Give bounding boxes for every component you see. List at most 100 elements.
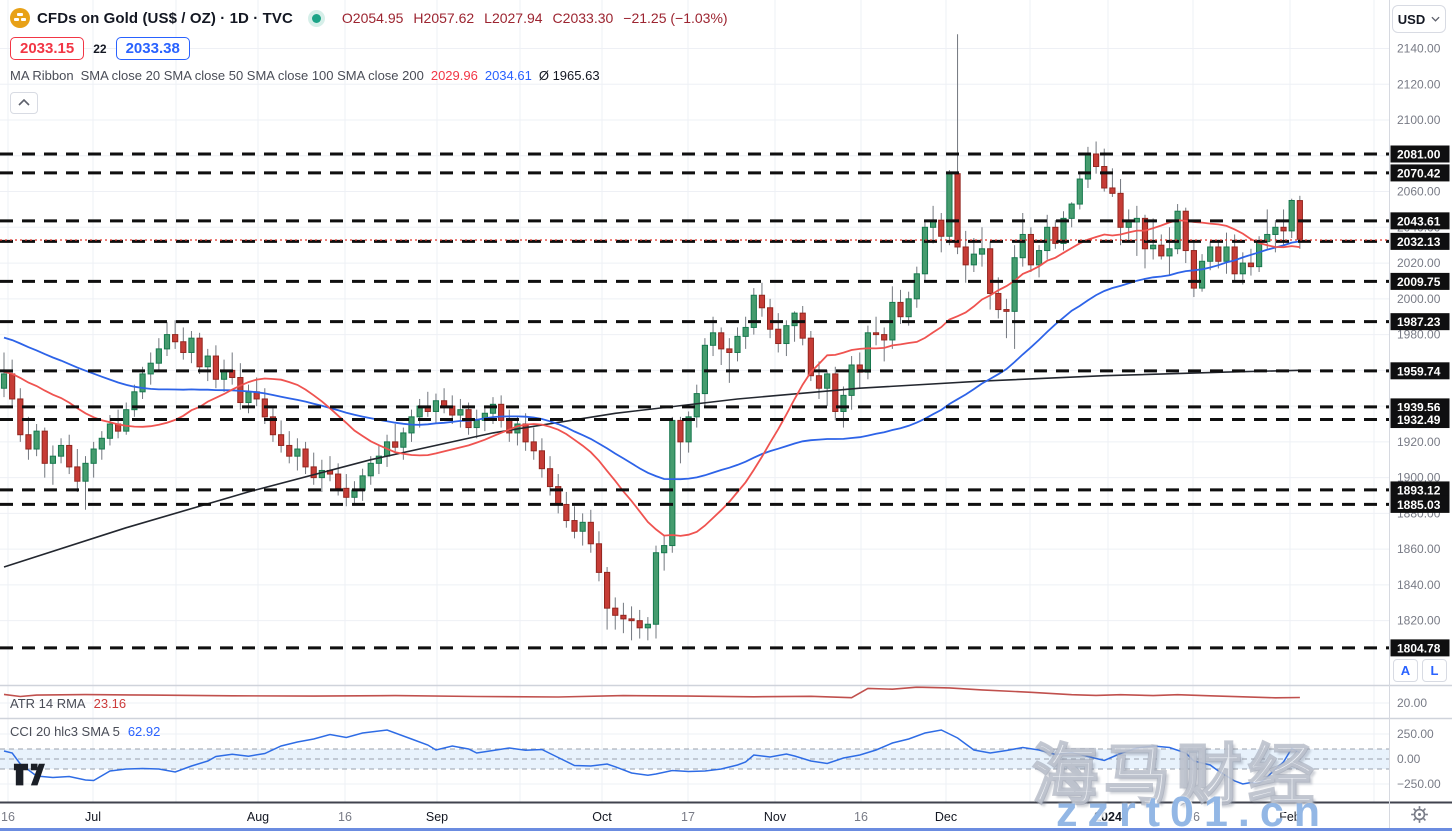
candle-body xyxy=(1198,260,1206,289)
candle-body xyxy=(750,294,757,328)
candle-body xyxy=(131,391,138,411)
candle-body xyxy=(180,341,187,353)
change-value: −21.25 (−1.03%) xyxy=(623,10,728,26)
ma-ribbon-legend[interactable]: MA Ribbon SMA close 20 SMA close 50 SMA … xyxy=(10,68,728,83)
candle-body xyxy=(1239,262,1246,275)
candle-body xyxy=(106,423,114,439)
candle-body xyxy=(881,334,888,341)
price-axis[interactable]: 2140.002120.002100.002060.002040.002020.… xyxy=(1390,42,1450,791)
price-level-badge xyxy=(1390,145,1450,163)
spread-value: 22 xyxy=(93,41,107,56)
candle-body xyxy=(1174,210,1181,250)
candle-body xyxy=(1125,221,1132,228)
candle-body xyxy=(155,348,162,364)
candle-body xyxy=(1133,217,1140,223)
price-level-badge-text: 2009.75 xyxy=(1397,275,1441,289)
candle-body xyxy=(172,334,179,343)
candle-body xyxy=(359,475,366,491)
candle-body xyxy=(563,503,570,522)
candle-body xyxy=(188,337,195,353)
price-level-badge xyxy=(1390,411,1450,429)
candle-body xyxy=(1264,233,1271,243)
candle-body xyxy=(783,325,790,345)
chevron-up-icon xyxy=(18,99,30,106)
legend: CFDs on Gold (US$ / OZ) · 1D · TVC O2054… xyxy=(10,6,728,114)
tradingview-logo[interactable] xyxy=(13,762,45,793)
candle-body xyxy=(286,444,293,457)
gold-symbol-icon xyxy=(10,8,30,28)
candle-body xyxy=(938,219,945,237)
price-level-badge-text: 1893.12 xyxy=(1397,483,1441,497)
candle-body xyxy=(921,226,929,275)
cci-tick-label: 250.00 xyxy=(1397,727,1434,741)
time-tick-label: 16 xyxy=(1,810,15,824)
time-tick-label: 16 xyxy=(854,810,868,824)
candle-body xyxy=(604,571,611,609)
time-axis[interactable]: 16 Jul Aug 16 Sep Oct 17 Nov 16 Dec 2024 16 Feb xyxy=(1,810,1301,824)
candle-body xyxy=(872,332,880,336)
sma50-line xyxy=(3,240,1301,481)
atr-label: ATR 14 RMA xyxy=(10,696,86,711)
market-status-icon[interactable] xyxy=(311,13,321,23)
candle-body xyxy=(970,253,977,266)
price-tick-label: 1860.00 xyxy=(1397,542,1441,556)
price-tick-label: 1900.00 xyxy=(1397,471,1441,485)
cci-tick-label: 0.00 xyxy=(1397,752,1421,766)
candle-body xyxy=(1060,217,1067,244)
price-tick-label: 2140.00 xyxy=(1397,42,1441,56)
price-level-badge-text: 1939.56 xyxy=(1397,400,1441,414)
candle-body xyxy=(538,450,545,470)
cci-value: 62.92 xyxy=(127,724,161,739)
candle-body xyxy=(432,400,440,412)
candle-body xyxy=(807,337,814,377)
price-level-badge xyxy=(1390,232,1450,250)
log-scale-button[interactable]: L xyxy=(1422,659,1447,682)
price-tick-label: 2120.00 xyxy=(1397,77,1441,91)
cci-pane-legend[interactable]: CCI 20 hlc3 SMA 5 62.92 xyxy=(10,724,160,739)
candle-body xyxy=(375,455,382,464)
cci-band xyxy=(0,748,1389,770)
auto-scale-button[interactable]: A xyxy=(1393,659,1418,682)
legend-collapse-button[interactable] xyxy=(10,92,38,114)
candle-body xyxy=(400,432,407,448)
candle-body xyxy=(269,416,277,436)
candle-body xyxy=(799,312,806,339)
candle-body xyxy=(498,403,505,421)
currency-dropdown[interactable]: USD xyxy=(1392,5,1446,33)
symbol-title-row[interactable]: CFDs on Gold (US$ / OZ) · 1D · TVC O2054… xyxy=(10,6,728,30)
candle-body xyxy=(661,545,668,554)
buy-button[interactable]: 2033.38 xyxy=(115,37,190,60)
atr-tick-label: 20.00 xyxy=(1397,696,1427,710)
price-level-badge xyxy=(1390,495,1450,513)
candle-body xyxy=(693,393,700,418)
candle-body xyxy=(742,326,749,337)
price-tick-label: 1840.00 xyxy=(1397,578,1441,592)
candle-body xyxy=(1272,226,1279,235)
candle-body xyxy=(294,448,301,457)
candle-body xyxy=(954,173,961,248)
price-tick-label: 1920.00 xyxy=(1397,435,1441,449)
candle-body xyxy=(139,373,146,393)
candle-body xyxy=(82,462,89,482)
bid-ask-row: 2033.15 22 2033.38 xyxy=(10,37,728,60)
candle-body xyxy=(571,520,578,532)
candle-body xyxy=(302,448,309,468)
candle-body xyxy=(1068,203,1075,219)
axis-settings-gear-icon[interactable] xyxy=(1410,805,1429,829)
ohlc-values: O2054.95 H2057.62 L2027.94 C2033.30 −21.… xyxy=(341,10,728,26)
symbol-title[interactable]: CFDs on Gold (US$ / OZ) · 1D · TVC xyxy=(37,9,293,27)
atr-pane-legend[interactable]: ATR 14 RMA 23.16 xyxy=(10,696,126,711)
price-level-lines[interactable] xyxy=(0,152,1389,650)
candle-body xyxy=(0,373,8,389)
time-tick-label: Feb xyxy=(1279,810,1301,824)
candle-body xyxy=(90,448,97,464)
sell-button[interactable]: 2033.15 xyxy=(10,37,85,60)
cci-label: CCI 20 hlc3 SMA 5 xyxy=(10,724,120,739)
price-tick-label: 1980.00 xyxy=(1397,328,1441,342)
candle-body xyxy=(685,416,692,443)
candle-body xyxy=(669,419,676,547)
candle-body xyxy=(579,521,586,532)
